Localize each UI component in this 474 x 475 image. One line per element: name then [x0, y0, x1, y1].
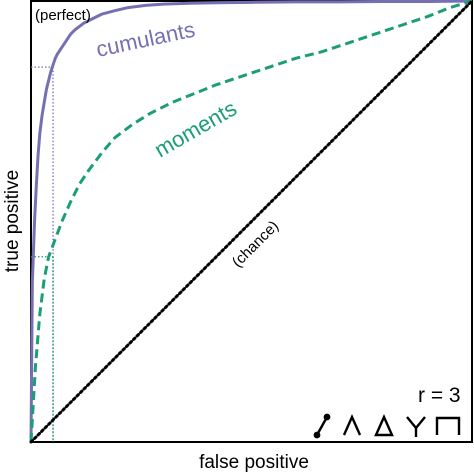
perfect-annotation: (perfect): [35, 7, 91, 24]
chance-label: (chance): [229, 218, 282, 271]
cumulants-label: cumulants: [94, 17, 197, 62]
motif-icons: [313, 413, 461, 439]
claw-motif-icon: [406, 416, 426, 437]
series-moments-line: [29, 0, 473, 443]
triangle-motif-icon: [374, 414, 394, 437]
series-cumulants-line: [29, 0, 473, 443]
series-layer: [29, 0, 474, 444]
path-motif-icon: [435, 416, 461, 435]
edge-motif-icon: [313, 413, 331, 439]
x-axis-label: false positive: [199, 452, 309, 473]
wedge-motif-icon: [342, 414, 362, 436]
order-label: r = 3: [418, 384, 461, 407]
y-axis-label: true positive: [2, 170, 23, 272]
series-chance-line: [29, 0, 474, 444]
